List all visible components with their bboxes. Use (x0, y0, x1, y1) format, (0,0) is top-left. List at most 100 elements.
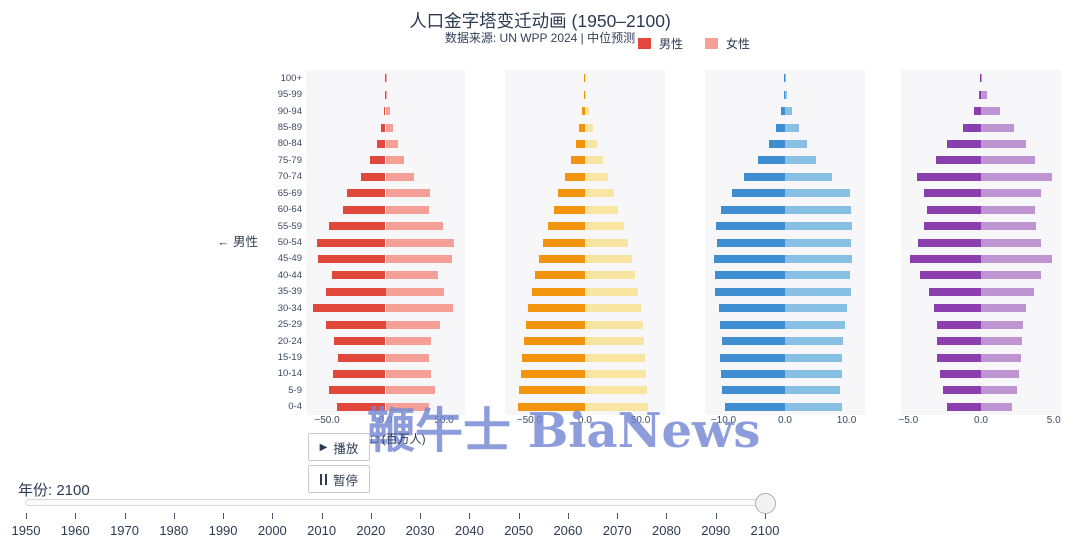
timeline-year-label: 1960 (60, 523, 90, 538)
female-bar (785, 222, 853, 231)
page-subtitle: 数据来源: UN WPP 2024 | 中位预测 (444, 31, 636, 45)
male-bar (732, 189, 785, 198)
male-bar (721, 337, 785, 346)
timeline-year-label: 1990 (208, 523, 238, 538)
timeline-year-label: 2010 (307, 523, 337, 538)
timeline-year-label: 2040 (454, 523, 484, 538)
female-bar (981, 205, 1035, 214)
male-bar (784, 74, 785, 83)
female-bar (385, 254, 453, 263)
female-bar (981, 287, 1035, 296)
male-bar (317, 238, 386, 247)
x-tick-label: 0.0 (974, 415, 988, 426)
male-bar (325, 287, 386, 296)
age-axis-label: 15-19 (277, 351, 302, 363)
age-axis-label: 90-94 (277, 105, 302, 117)
male-bar (582, 107, 585, 116)
timeline-slider-track[interactable] (25, 499, 773, 506)
male-bar (325, 320, 386, 329)
age-axis-label: 30-34 (277, 302, 302, 314)
x-tick-label: −5.0 (898, 415, 919, 426)
male-bar (346, 189, 386, 198)
x-tick-label: −50.0 (314, 415, 340, 426)
female-bar (385, 123, 394, 132)
female-bar (585, 189, 614, 198)
timeline-tick (75, 513, 77, 519)
age-axis-label: 5-9 (288, 384, 302, 396)
female-bar (981, 304, 1027, 313)
male-bar (360, 172, 386, 181)
timeline-tick (567, 513, 569, 519)
male-bar (578, 123, 585, 132)
male-bar (332, 369, 386, 378)
female-bar (981, 320, 1024, 329)
male-bar (919, 271, 981, 280)
timeline-year-label: 1970 (110, 523, 139, 538)
male-bar (523, 337, 585, 346)
pause-button[interactable]: 暂停 (308, 465, 370, 493)
female-bar (385, 369, 432, 378)
male-bar (937, 337, 981, 346)
male-bar (535, 271, 585, 280)
male-bar (783, 90, 785, 99)
female-bar (585, 139, 598, 148)
male-bar (531, 287, 585, 296)
female-bar (585, 74, 586, 83)
female-bar (785, 189, 850, 198)
pyramid-panel-2 (505, 70, 665, 415)
male-bar (519, 386, 585, 395)
male-bar (539, 254, 585, 263)
timeline-slider-handle[interactable] (754, 493, 776, 514)
age-axis-label: 60-64 (277, 204, 302, 216)
female-bar (981, 353, 1021, 362)
male-bar (565, 172, 585, 181)
age-axis-label: 65-69 (277, 187, 302, 199)
timeline-tick (370, 513, 372, 519)
male-bar (923, 189, 981, 198)
play-button-label: 播放 (333, 441, 359, 456)
female-bar (785, 287, 851, 296)
play-button[interactable]: ▶ 播放 (308, 433, 370, 461)
male-bar (336, 402, 386, 411)
play-icon: ▶ (319, 441, 328, 453)
male-bar (518, 402, 585, 411)
female-bar (981, 123, 1015, 132)
female-bar (585, 107, 589, 116)
female-bar (385, 337, 432, 346)
male-bar (928, 287, 981, 296)
female-bar (785, 271, 851, 280)
legend-item-female: 女性 (705, 35, 750, 52)
x-tick-label: −10.0 (710, 415, 737, 426)
male-bar (720, 320, 785, 329)
female-bar (981, 222, 1037, 231)
female-bar (385, 189, 430, 198)
female-bar (585, 320, 643, 329)
male-bar (973, 107, 981, 116)
female-bar (385, 172, 414, 181)
timeline-year-label: 2090 (701, 523, 731, 538)
female-bar (785, 238, 851, 247)
age-axis-label: 45-49 (277, 253, 302, 265)
pyramid-panel-1 (306, 70, 465, 415)
x-tick-label: 0.0 (378, 415, 393, 426)
timeline-tick (420, 513, 422, 519)
age-axis-label: 0-4 (288, 401, 302, 413)
male-bar (918, 238, 981, 247)
female-bar (981, 189, 1041, 198)
male-bar (384, 107, 386, 116)
male-bar (943, 386, 981, 395)
legend-label: 女性 (726, 37, 751, 51)
male-bar (962, 123, 981, 132)
timeline-tick (617, 513, 619, 519)
female-bar (785, 74, 786, 83)
current-year-label: 年份: 2100 (18, 482, 90, 499)
timeline-tick (223, 513, 225, 519)
female-bar (585, 304, 641, 313)
female-bar (785, 402, 842, 411)
male-bar (917, 172, 981, 181)
age-axis-label: 40-44 (277, 269, 302, 281)
male-bar (715, 271, 785, 280)
pyramid-panel-4 (901, 70, 1061, 415)
age-axis-label: 75-79 (277, 154, 302, 166)
timeline-year-label: 2020 (356, 523, 386, 538)
